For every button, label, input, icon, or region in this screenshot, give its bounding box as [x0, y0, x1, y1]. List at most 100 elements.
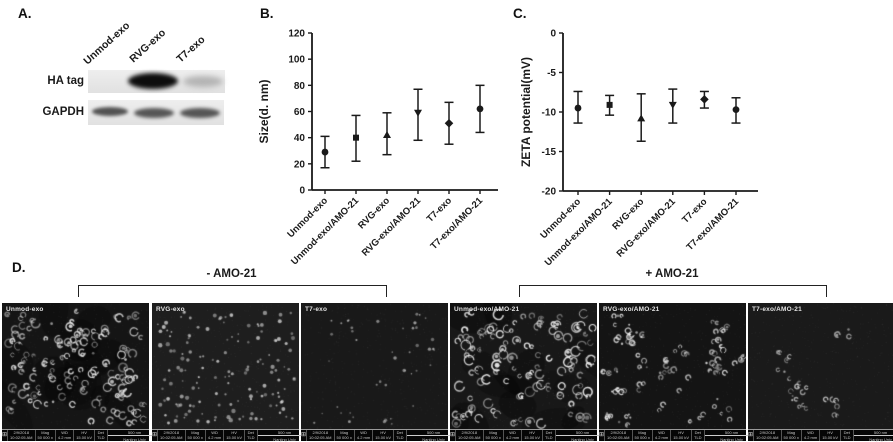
sem-logo-icon: ⊞ — [599, 430, 606, 441]
sem-meta-bar: ⊞ 2/9/2018 10:02:05 AM Mag 50 000 x WD 4.2 … — [152, 429, 312, 442]
panel-a-label: A. — [18, 6, 32, 21]
sem-scale-text: 500 nm — [127, 429, 142, 435]
x-tick-label: RVG-exo/AMO-21 — [615, 196, 679, 260]
x-tick-label: T7-exo/AMO-21 — [684, 196, 741, 253]
sem-meta-hv: HV 15.00 kV — [373, 430, 394, 441]
marker-diamond — [700, 95, 709, 104]
sem-meta-bar: ⊞ 2/9/2018 10:02:05 AM Mag 50 000 x WD 4.2 … — [748, 429, 893, 442]
y-tick-label: 40 — [294, 133, 306, 144]
panel-c-label: C. — [513, 6, 527, 21]
sem-meta-mag: Mag 50 000 x — [335, 430, 355, 441]
x-tick-label: RVG-exo/AMO-21 — [360, 195, 424, 259]
marker-square — [606, 101, 613, 108]
sem-logo-icon: ⊞ — [152, 430, 159, 441]
sem-meta-det: Det TLD — [841, 430, 854, 441]
lane-label-t7-exo: T7-exo — [174, 33, 208, 66]
sem-scale-text: 500 nm — [873, 429, 888, 435]
gapdh-band-unmod-exo — [92, 107, 128, 116]
blot-row-label-ha-tag: HA tag — [47, 75, 84, 87]
marker-circle — [321, 148, 329, 156]
sem-meta-hv: HV 15.00 kV — [74, 430, 95, 441]
x-tick-label: RVG-exo — [610, 196, 646, 232]
sem-meta-mag: Mag 50 000 x — [782, 430, 802, 441]
sem-meta-hv: HV 15.00 kV — [820, 430, 841, 441]
sem-logo-icon: ⊞ — [2, 430, 9, 441]
sem-meta-mag: Mag 50 000 x — [484, 430, 504, 441]
sem-meta-wd: WD 4.2 mm — [802, 430, 821, 441]
y-tick-label: 80 — [294, 81, 306, 92]
sem-image-canvas — [152, 303, 299, 441]
sem-meta-det: Det TLD — [245, 430, 258, 441]
sem-image-canvas — [2, 303, 149, 441]
sem-micrograph: T7-exo ⊞ 2/9/2018 10:02:05 AM Mag 50 000 x… — [301, 303, 461, 442]
sem-org-text: Nanjing Univ — [422, 436, 445, 442]
sem-meta-wd: WD 4.2 mm — [206, 430, 225, 441]
bracket-plus-amo21 — [519, 285, 827, 297]
sem-image-label: Unmod-exo/AMO-21 — [454, 306, 520, 313]
panel-d-label: D. — [12, 260, 26, 275]
sem-org-text: Nanjing Univ — [869, 436, 892, 442]
sem-meta-hv: HV 15.00 kV — [671, 430, 692, 441]
y-tick-label: -10 — [542, 108, 557, 119]
sem-org-text: Nanjing Univ — [123, 436, 146, 442]
sem-image-canvas — [748, 303, 893, 441]
marker-triangle — [383, 131, 391, 139]
group-label-plus-amo21: + AMO-21 — [645, 268, 699, 280]
x-tick-label: Unmod-exo/AMO-21 — [289, 195, 361, 267]
sem-meta-bar: ⊞ 2/9/2018 10:02:05 AM Mag 50 000 x WD 4.2 … — [301, 429, 461, 442]
sem-image-canvas — [599, 303, 746, 441]
y-tick-label: 0 — [550, 29, 556, 40]
marker-triangle — [637, 114, 646, 122]
y-tick-label: 0 — [299, 186, 305, 197]
sem-meta-bar: ⊞ 2/9/2018 10:02:05 AM Mag 50 000 x WD 4.2 … — [450, 429, 610, 442]
size-chart: 0 20 40 60 80 100 120 Unmod-exoUnmod-exo/AMO-21… — [257, 29, 498, 267]
gapdh-band-t7-exo — [180, 108, 220, 118]
marker-circle — [732, 106, 740, 114]
sem-meta-datetime: 2/9/2018 10:02:05 AM — [307, 430, 335, 441]
blot-row-label-gapdh: GAPDH — [42, 106, 84, 118]
sem-meta-datetime: 2/9/2018 10:02:05 AM — [456, 430, 484, 441]
x-tick-label: T7-exo — [425, 195, 455, 225]
sem-micrograph: RVG-exo ⊞ 2/9/2018 10:02:05 AM Mag 50 000 … — [152, 303, 312, 442]
sem-scale-line-icon — [853, 435, 893, 436]
sem-image-label: Unmod-exo — [6, 306, 44, 313]
sem-image-label: T7-exo — [305, 306, 328, 313]
sem-meta-bar: ⊞ 2/9/2018 10:02:05 AM Mag 50 000 x WD 4.2 … — [2, 429, 162, 442]
sem-scale-text: 500 nm — [724, 429, 739, 435]
sem-meta-datetime: 2/9/2018 10:02:05 AM — [158, 430, 186, 441]
zeta-potential-chart: 0 -5 -10 -15 -20Unmod-exoUnmod-exo/AMO-21RVG… — [519, 29, 758, 268]
sem-scale-bar: 500 nm Nanjing Univ — [853, 429, 893, 442]
panel-b-label: B. — [260, 6, 274, 21]
sem-logo-icon: ⊞ — [450, 430, 457, 441]
marker-triangle-down — [414, 109, 422, 117]
lane-label-rvg-exo: RVG-exo — [127, 26, 169, 66]
y-tick-label: -5 — [547, 68, 556, 79]
sem-meta-datetime: 2/9/2018 10:02:05 AM — [605, 430, 633, 441]
sem-meta-det: Det TLD — [692, 430, 705, 441]
sem-image-label: RVG-exo — [156, 306, 185, 313]
lane-label-unmod-exo: Unmod-exo — [81, 19, 133, 68]
sem-micrograph: RVG-exo/AMO-21 ⊞ 2/9/2018 10:02:05 AM Mag… — [599, 303, 759, 442]
sem-meta-wd: WD 4.2 mm — [355, 430, 374, 441]
x-tick-label: T7-exo — [680, 196, 710, 226]
sem-org-text: Nanjing Univ — [720, 436, 743, 442]
marker-triangle-down — [668, 101, 677, 109]
sem-scale-text: 500 nm — [426, 429, 441, 435]
sem-image-canvas — [450, 303, 597, 441]
sem-meta-hv: HV 15.00 kV — [224, 430, 245, 441]
sem-scale-text: 500 nm — [575, 429, 590, 435]
sem-meta-wd: WD 4.2 mm — [653, 430, 672, 441]
sem-logo-icon: ⊞ — [748, 430, 755, 441]
y-tick-label: -20 — [542, 187, 557, 198]
sem-meta-wd: WD 4.2 mm — [56, 430, 75, 441]
sem-meta-mag: Mag 50 000 x — [186, 430, 206, 441]
sem-meta-det: Det TLD — [394, 430, 407, 441]
sem-image-label: T7-exo/AMO-21 — [752, 306, 802, 313]
y-tick-label: 20 — [294, 159, 306, 170]
sem-micrograph: Unmod-exo ⊞ 2/9/2018 10:02:05 AM Mag 50 00… — [2, 303, 162, 442]
sem-logo-icon: ⊞ — [301, 430, 308, 441]
y-tick-label: 120 — [288, 29, 305, 40]
sem-meta-wd: WD 4.2 mm — [504, 430, 523, 441]
marker-diamond — [444, 118, 454, 128]
